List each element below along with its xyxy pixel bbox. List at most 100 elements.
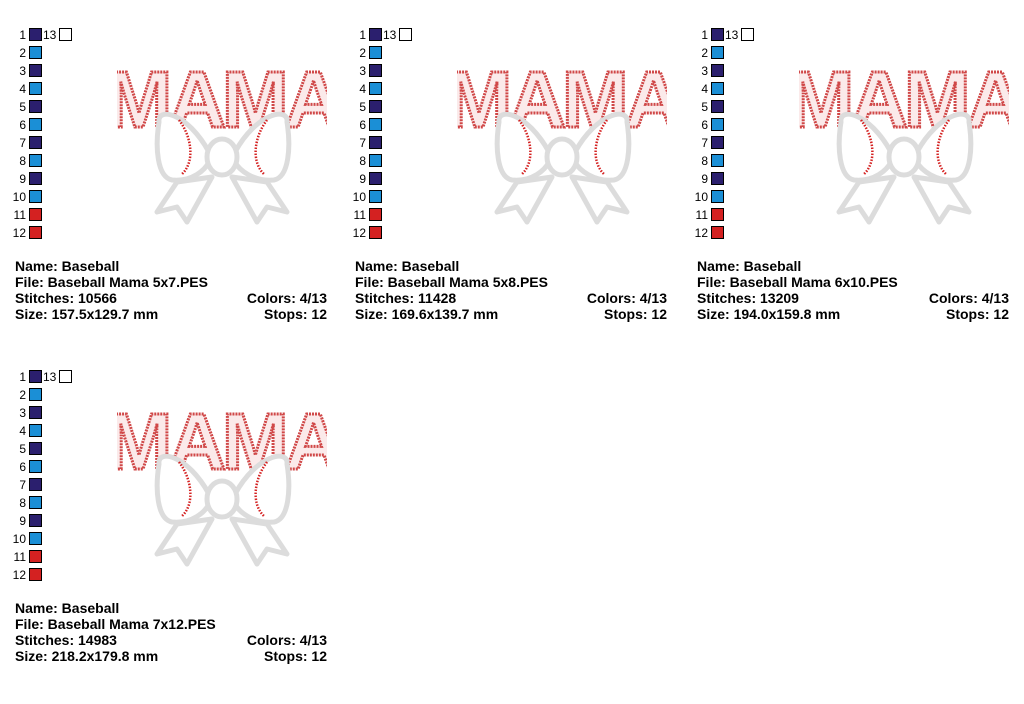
color-swatch-row: 11 [354,208,415,222]
color-swatch [29,406,42,419]
mama-text: MAMA [117,55,327,144]
color-swatch-row: 2 [355,46,415,60]
design-card: 1 13 2 3 4 5 6 7 8 [695,28,1024,328]
stop-count: Stops: 12 [945,306,1009,322]
color-swatch-row: 1 13 [697,28,757,42]
design-info: Name: Baseball File: Baseball Mama 5x8.P… [355,258,667,322]
color-swatch-row: 5 [15,100,75,114]
swatch-number: 4 [19,424,26,438]
swatch-number: 8 [19,496,26,510]
swatch-number: 6 [701,118,708,132]
color-swatch-row: 1 13 [355,28,415,42]
swatch-number: 12 [352,226,366,240]
swatch-number: 4 [701,82,708,96]
color-count: Colors: 4/13 [586,290,667,306]
design-name: Name: Baseball [355,258,460,274]
color-swatch-row: 3 [355,64,415,78]
color-swatch-row: 2 [15,388,75,402]
color-swatch [369,46,382,59]
color-swatch-row: 4 [355,82,415,96]
color-swatch-row: 2 [697,46,757,60]
color-swatch-row: 10 [13,190,75,204]
swatch-number: 1 [19,28,26,42]
color-swatch-row: 11 [696,208,757,222]
color-swatch-row: 6 [355,118,415,132]
color-swatch [29,46,42,59]
swatch-number: 12 [12,568,26,582]
design-preview: MAMA [104,396,346,567]
swatch-number: 10 [12,532,26,546]
color-swatch [59,370,72,383]
color-swatch-row: 6 [15,118,75,132]
color-swatch [369,208,382,221]
design-info: Name: Baseball File: Baseball Mama 6x10.… [697,258,1009,322]
color-swatch-row: 3 [697,64,757,78]
color-swatch [369,226,382,239]
mama-text: MAMA [457,55,667,144]
swatch-number: 8 [701,154,708,168]
swatch-number: 9 [19,172,26,186]
swatch-number: 11 [13,208,26,222]
color-swatch [711,28,724,41]
stitch-count: Stitches: 14983 [15,632,117,648]
color-swatch [29,496,42,509]
color-swatch [29,388,42,401]
color-swatch [741,28,754,41]
baseball-stitches [177,461,269,517]
color-swatch-row: 8 [697,154,757,168]
color-swatch [29,28,42,41]
color-swatch-row: 7 [15,136,75,150]
color-swatch-row: 9 [355,172,415,186]
color-swatch [369,82,382,95]
color-swatch [399,28,412,41]
color-swatch-row: 1 13 [15,370,75,384]
color-swatch [711,208,724,221]
swatch-number: 8 [19,154,26,168]
color-swatch-row: 1 13 [15,28,75,42]
swatch-number: 4 [19,82,26,96]
swatch-number: 7 [359,136,366,150]
baseball-stitches [177,119,269,175]
stop-count: Stops: 12 [603,306,667,322]
mama-text: MAMA [117,397,327,486]
color-swatch [29,118,42,131]
design-info: Name: Baseball File: Baseball Mama 7x12.… [15,600,327,664]
design-card: 1 13 2 3 4 5 6 7 8 [13,28,346,328]
color-swatch [29,532,42,545]
color-swatch [29,172,42,185]
color-swatch-row: 5 [15,442,75,456]
color-swatch-row: 9 [15,514,75,528]
color-swatch [59,28,72,41]
color-swatch-row: 2 [15,46,75,60]
color-swatch-row: 4 [15,424,75,438]
color-swatch-row: 7 [697,136,757,150]
color-swatch-row: 12 [13,568,75,582]
swatch-number: 5 [701,100,708,114]
bow-icon [154,453,292,567]
swatch-number: 13 [725,28,739,42]
color-swatch [29,154,42,167]
swatch-number: 11 [13,550,26,564]
swatch-number: 2 [19,46,26,60]
swatch-number: 8 [359,154,366,168]
color-swatch [369,154,382,167]
color-swatch-row: 10 [13,532,75,546]
bow-icon [494,111,632,225]
file-name: File: Baseball Mama 6x10.PES [697,274,898,290]
color-swatch-row: 12 [353,226,415,240]
color-swatch [29,208,42,221]
color-swatch-row: 11 [14,208,75,222]
stitch-count: Stitches: 11428 [355,290,457,306]
color-swatch [29,514,42,527]
swatch-number: 13 [383,28,397,42]
design-preview: MAMA [786,54,1024,225]
color-swatch [711,118,724,131]
color-swatch-row: 8 [15,496,75,510]
color-swatch-row: 3 [15,64,75,78]
color-swatch-row: 12 [13,226,75,240]
design-size: Size: 169.6x139.7 mm [355,306,499,322]
color-swatch [29,550,42,563]
swatch-number: 10 [352,190,366,204]
color-swatch-row: 8 [355,154,415,168]
color-swatch [711,82,724,95]
